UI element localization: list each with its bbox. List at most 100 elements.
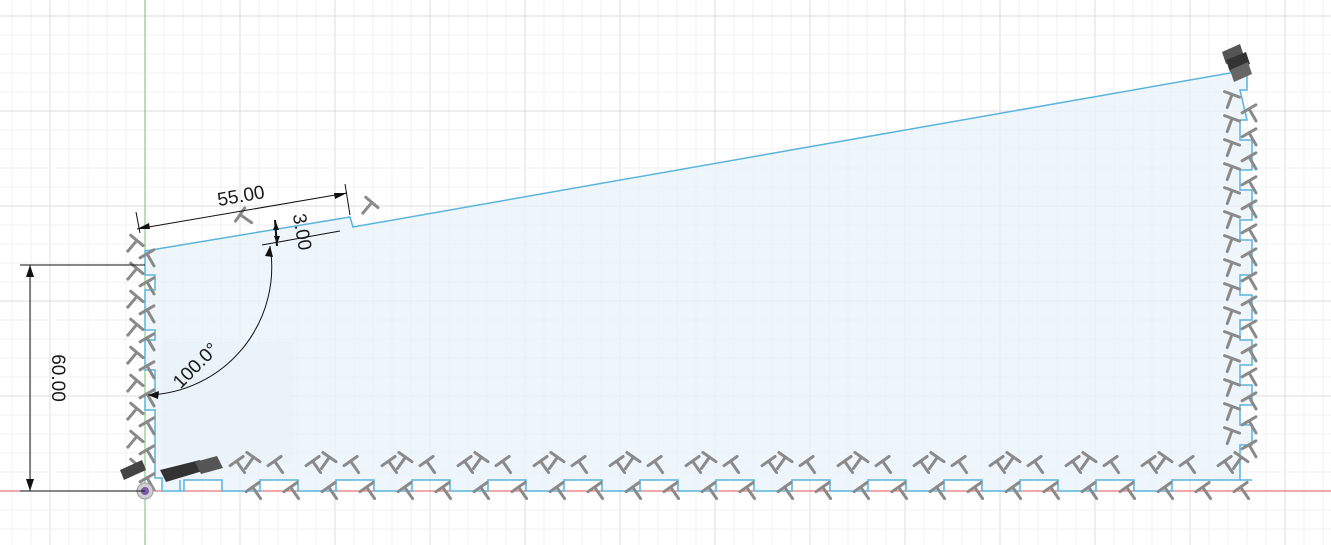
perpendicular-constraint-icon[interactable] [1240, 439, 1263, 461]
perpendicular-constraint-icon[interactable] [771, 450, 794, 473]
perpendicular-constraint-icon[interactable] [1240, 247, 1263, 269]
perpendicular-constraint-icon[interactable] [138, 332, 161, 354]
perpendicular-constraint-icon[interactable] [456, 454, 479, 477]
height-dimension[interactable]: 60.00 [20, 264, 145, 492]
perpendicular-constraint-icon[interactable] [391, 450, 414, 473]
perpendicular-constraint-icon[interactable] [695, 450, 718, 473]
perpendicular-constraint-icon[interactable] [1240, 271, 1263, 293]
perpendicular-constraint-icon[interactable] [1042, 480, 1065, 503]
perpendicular-constraint-icon[interactable] [1232, 480, 1255, 503]
perpendicular-constraint-icon[interactable] [138, 388, 161, 410]
perpendicular-constraint-icon[interactable] [138, 444, 161, 466]
perpendicular-constraint-icon[interactable] [138, 416, 161, 438]
perpendicular-constraint-icon[interactable] [1220, 330, 1242, 351]
perpendicular-constraint-icon[interactable] [1178, 454, 1201, 477]
perpendicular-constraint-icon[interactable] [548, 480, 571, 503]
perpendicular-constraint-icon[interactable] [138, 276, 161, 298]
perpendicular-constraint-icon[interactable] [1004, 480, 1027, 503]
perpendicular-constraint-icon[interactable] [510, 480, 533, 503]
perpendicular-constraint-icon[interactable] [966, 480, 989, 503]
perpendicular-constraint-icon[interactable] [1151, 450, 1174, 473]
perpendicular-constraint-icon[interactable] [722, 454, 745, 477]
perpendicular-constraint-icon[interactable] [1156, 480, 1179, 503]
perpendicular-constraint-icon[interactable] [122, 429, 145, 452]
notch-depth-dimension[interactable]: 3.00 [261, 212, 341, 252]
perpendicular-constraint-icon[interactable] [122, 261, 145, 284]
perpendicular-constraint-icon[interactable] [1075, 450, 1098, 473]
perpendicular-constraint-icon[interactable] [532, 454, 555, 477]
perpendicular-constraint-icon[interactable] [1194, 480, 1217, 503]
perpendicular-constraint-icon[interactable] [1220, 402, 1242, 423]
perpendicular-constraint-icon[interactable] [1227, 450, 1250, 473]
perpendicular-constraint-icon[interactable] [1140, 454, 1163, 477]
perpendicular-constraint-icon[interactable] [776, 480, 799, 503]
perpendicular-constraint-icon[interactable] [619, 450, 642, 473]
perpendicular-constraint-icon[interactable] [228, 454, 251, 477]
perpendicular-constraint-icon[interactable] [608, 454, 631, 477]
perpendicular-constraint-icon[interactable] [852, 480, 875, 503]
perpendicular-constraint-icon[interactable] [912, 454, 935, 477]
perpendicular-constraint-icon[interactable] [836, 454, 859, 477]
perpendicular-constraint-icon[interactable] [233, 206, 256, 229]
perpendicular-constraint-icon[interactable] [1240, 295, 1263, 317]
perpendicular-constraint-icon[interactable] [1240, 151, 1263, 173]
perpendicular-constraint-icon[interactable] [315, 450, 338, 473]
perpendicular-constraint-icon[interactable] [1220, 282, 1242, 303]
perpendicular-constraint-icon[interactable] [874, 454, 897, 477]
perpendicular-constraint-icon[interactable] [1220, 378, 1242, 399]
perpendicular-constraint-icon[interactable] [1220, 354, 1242, 375]
perpendicular-constraint-icon[interactable] [988, 454, 1011, 477]
perpendicular-constraint-icon[interactable] [396, 480, 419, 503]
perpendicular-constraint-icon[interactable] [1080, 480, 1103, 503]
perpendicular-constraint-icon[interactable] [1102, 454, 1125, 477]
perpendicular-constraint-icon[interactable] [700, 480, 723, 503]
perpendicular-constraint-icon[interactable] [798, 454, 821, 477]
perpendicular-constraint-icon[interactable] [494, 454, 517, 477]
perpendicular-constraint-icon[interactable] [1240, 343, 1263, 365]
perpendicular-constraint-icon[interactable] [624, 480, 647, 503]
perpendicular-constraint-icon[interactable] [122, 373, 145, 396]
perpendicular-constraint-icon[interactable] [1240, 367, 1263, 389]
perpendicular-constraint-icon[interactable] [923, 450, 946, 473]
perpendicular-constraint-icon[interactable] [1240, 319, 1263, 341]
perpendicular-constraint-icon[interactable] [1026, 454, 1049, 477]
perpendicular-constraint-icon[interactable] [1118, 480, 1141, 503]
perpendicular-constraint-icon[interactable] [1240, 127, 1263, 149]
perpendicular-constraint-icon[interactable] [1240, 415, 1263, 437]
perpendicular-constraint-icon[interactable] [928, 480, 951, 503]
perpendicular-constraint-icon[interactable] [434, 480, 457, 503]
perpendicular-constraint-icon[interactable] [122, 233, 145, 256]
perpendicular-constraint-icon[interactable] [1240, 391, 1263, 413]
perpendicular-constraint-icon[interactable] [738, 480, 761, 503]
perpendicular-constraint-icon[interactable] [760, 454, 783, 477]
perpendicular-constraint-icon[interactable] [1220, 234, 1242, 255]
perpendicular-constraint-icon[interactable] [1240, 175, 1263, 197]
perpendicular-constraint-icon[interactable] [282, 480, 305, 503]
perpendicular-constraint-icon[interactable] [684, 454, 707, 477]
perpendicular-constraint-icon[interactable] [950, 454, 973, 477]
perpendicular-constraint-icon[interactable] [543, 450, 566, 473]
perpendicular-constraint-icon[interactable] [1064, 454, 1087, 477]
perpendicular-constraint-icon[interactable] [1220, 162, 1242, 183]
perpendicular-constraint-icon[interactable] [122, 289, 145, 312]
perpendicular-constraint-icon[interactable] [1220, 138, 1242, 159]
perpendicular-constraint-icon[interactable] [999, 450, 1022, 473]
perpendicular-constraint-icon[interactable] [1220, 210, 1242, 231]
perpendicular-constraint-icon[interactable] [122, 401, 145, 424]
perpendicular-constraint-icon[interactable] [138, 248, 161, 270]
perpendicular-constraint-icon[interactable] [662, 480, 685, 503]
perpendicular-constraint-icon[interactable] [244, 480, 267, 503]
perpendicular-constraint-icon[interactable] [1240, 223, 1263, 245]
perpendicular-constraint-icon[interactable] [1220, 426, 1242, 447]
perpendicular-constraint-icon[interactable] [814, 480, 837, 503]
perpendicular-constraint-icon[interactable] [1220, 114, 1242, 135]
perpendicular-constraint-icon[interactable] [646, 454, 669, 477]
perpendicular-constraint-icon[interactable] [418, 454, 441, 477]
perpendicular-constraint-icon[interactable] [890, 480, 913, 503]
sketch-profile[interactable] [144, 69, 1253, 492]
perpendicular-constraint-icon[interactable] [380, 454, 403, 477]
perpendicular-constraint-icon[interactable] [467, 450, 490, 473]
perpendicular-constraint-icon[interactable] [138, 304, 161, 326]
perpendicular-constraint-icon[interactable] [586, 480, 609, 503]
perpendicular-constraint-icon[interactable] [320, 480, 343, 503]
